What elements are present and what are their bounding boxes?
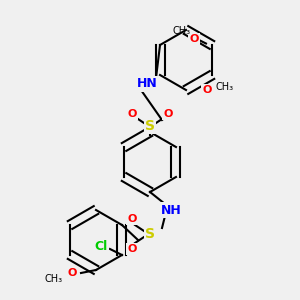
Text: O: O bbox=[127, 109, 137, 119]
Text: CH₃: CH₃ bbox=[45, 274, 63, 284]
Text: CH₃: CH₃ bbox=[173, 26, 191, 37]
Text: O: O bbox=[67, 268, 77, 278]
Text: S: S bbox=[145, 119, 155, 133]
Text: O: O bbox=[127, 244, 137, 254]
Text: O: O bbox=[189, 34, 199, 44]
Text: S: S bbox=[145, 227, 155, 241]
Text: Cl: Cl bbox=[94, 239, 108, 253]
Text: CH₃: CH₃ bbox=[216, 82, 234, 92]
Text: NH: NH bbox=[160, 203, 182, 217]
Text: HN: HN bbox=[136, 77, 158, 91]
Text: O: O bbox=[202, 85, 212, 95]
Text: O: O bbox=[127, 214, 137, 224]
Text: O: O bbox=[163, 109, 173, 119]
